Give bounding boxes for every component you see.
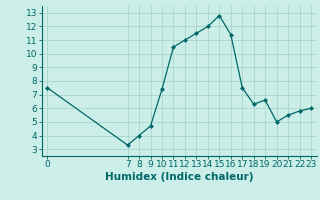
X-axis label: Humidex (Indice chaleur): Humidex (Indice chaleur) (105, 172, 253, 182)
